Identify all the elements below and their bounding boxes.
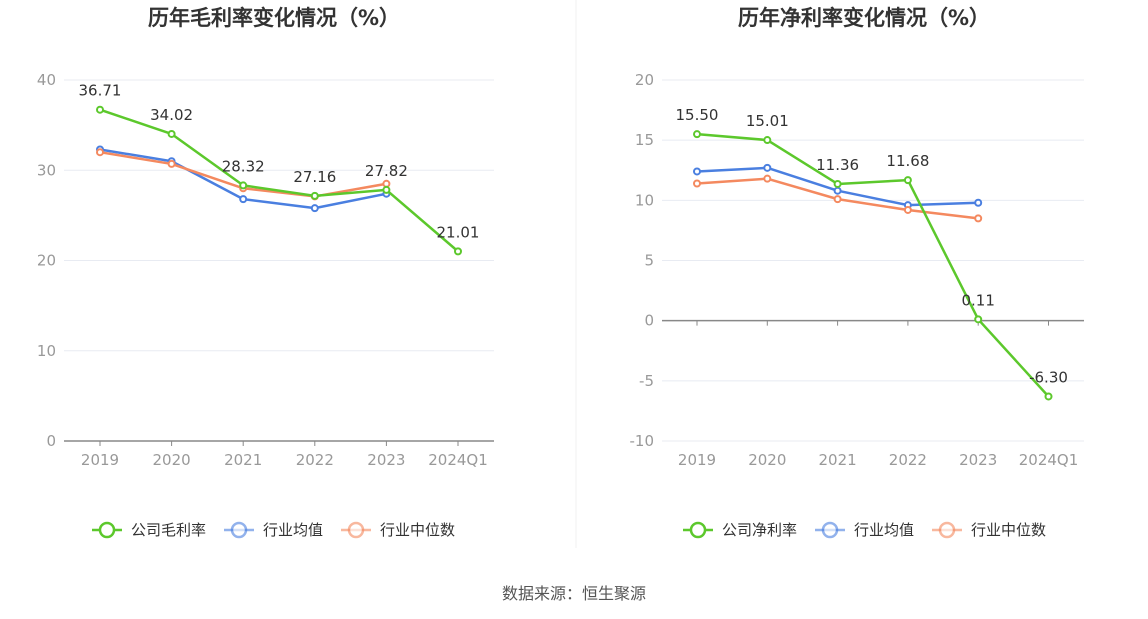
x-tick-label: 2020 bbox=[153, 451, 191, 469]
company-series-line bbox=[696, 132, 1050, 398]
industry-median-series-point bbox=[833, 195, 842, 204]
x-tick-label: 2020 bbox=[748, 451, 786, 469]
legend-label: 公司净利率 bbox=[722, 521, 797, 539]
legend-item: 行业中位数 bbox=[341, 521, 455, 539]
chart-net-margin: 历年净利率变化情况（%） -10 -5 0 5 10 15 20 2019 2020 2021 202… bbox=[630, 6, 1084, 539]
x-tick-label: 2019 bbox=[678, 451, 716, 469]
legend-item: 公司毛利率 bbox=[92, 521, 206, 539]
industry-average-series-point bbox=[974, 198, 983, 207]
x-tick-label: 2022 bbox=[889, 451, 927, 469]
legend-label: 行业均值 bbox=[263, 521, 323, 539]
company-series-point bbox=[974, 315, 983, 324]
company-series-point bbox=[903, 176, 912, 185]
industry-median-series-point bbox=[167, 159, 176, 168]
data-label: 27.82 bbox=[365, 162, 408, 180]
legend-item: 行业均值 bbox=[815, 521, 914, 539]
company-series-point bbox=[310, 191, 319, 200]
x-tick-label: 2019 bbox=[81, 451, 119, 469]
industry-median-series-point bbox=[903, 205, 912, 214]
data-label: 15.50 bbox=[676, 106, 719, 124]
x-tick-label: 2023 bbox=[367, 451, 405, 469]
x-tick-label: 2021 bbox=[224, 451, 262, 469]
data-label: 27.16 bbox=[293, 168, 336, 186]
x-tick-label: 2022 bbox=[296, 451, 334, 469]
legend-marker bbox=[689, 521, 707, 539]
industry-median-series-point bbox=[96, 148, 104, 157]
data-label: 28.32 bbox=[222, 157, 265, 175]
y-tick-label: 30 bbox=[37, 161, 56, 179]
y-tick-label: 15 bbox=[635, 131, 654, 149]
chart-gross-margin: 历年毛利率变化情况（%） 0 10 20 30 40 2019 2020 2021 2022 202… bbox=[37, 6, 494, 539]
legend-item: 行业均值 bbox=[224, 521, 323, 539]
y-tick-label: -5 bbox=[639, 372, 654, 390]
company-series-point bbox=[167, 129, 176, 138]
industry-average-series-point bbox=[239, 195, 248, 204]
chart-title: 历年毛利率变化情况（%） bbox=[148, 6, 400, 30]
company-series-point bbox=[833, 179, 842, 188]
y-tick-label: 10 bbox=[37, 342, 56, 360]
company-series-line bbox=[99, 108, 459, 253]
data-label: -6.30 bbox=[1029, 368, 1068, 386]
data-label: 15.01 bbox=[746, 112, 789, 130]
industry-median-series-point bbox=[382, 179, 391, 188]
y-tick-label: -10 bbox=[630, 432, 655, 450]
legend-marker bbox=[938, 521, 956, 539]
data-label: 36.71 bbox=[79, 82, 122, 100]
y-tick-label: 0 bbox=[644, 312, 654, 330]
legend-marker bbox=[230, 521, 248, 539]
legend-label: 行业中位数 bbox=[971, 521, 1046, 539]
legend-label: 公司毛利率 bbox=[131, 521, 206, 539]
chart-title: 历年净利率变化情况（%） bbox=[738, 6, 990, 30]
legend-marker bbox=[821, 521, 839, 539]
data-source: 数据来源：恒生聚源 bbox=[501, 584, 646, 603]
y-tick-label: 20 bbox=[37, 252, 56, 270]
industry-median-series-point bbox=[974, 214, 983, 223]
company-series-point bbox=[96, 105, 104, 114]
data-label: 0.11 bbox=[961, 291, 994, 309]
x-tick-label: 2023 bbox=[959, 451, 997, 469]
industry-median-series-point bbox=[763, 174, 772, 183]
legend-item: 公司净利率 bbox=[683, 521, 797, 539]
legend-marker bbox=[98, 521, 116, 539]
company-series-point bbox=[382, 185, 391, 194]
company-series-point bbox=[454, 247, 462, 256]
industry-average-series-point bbox=[693, 167, 701, 176]
x-tick-label: 2024Q1 bbox=[1019, 451, 1079, 469]
industry-average-series-point bbox=[833, 186, 842, 195]
company-series-point bbox=[693, 130, 701, 139]
x-tick-label: 2021 bbox=[819, 451, 857, 469]
y-tick-label: 10 bbox=[635, 191, 654, 209]
legend-item: 行业中位数 bbox=[932, 521, 1046, 539]
data-label: 34.02 bbox=[150, 106, 193, 124]
y-tick-label: 0 bbox=[46, 432, 56, 450]
legend-marker bbox=[347, 521, 365, 539]
company-series-point bbox=[1044, 392, 1053, 401]
industry-median-series-point bbox=[693, 179, 701, 188]
legend-label: 行业中位数 bbox=[380, 521, 455, 539]
company-series-point bbox=[239, 181, 248, 190]
data-label: 11.68 bbox=[886, 152, 929, 170]
y-tick-label: 40 bbox=[37, 71, 56, 89]
company-series-point bbox=[763, 136, 772, 145]
data-label: 11.36 bbox=[816, 156, 859, 174]
y-tick-label: 20 bbox=[635, 71, 654, 89]
legend-label: 行业均值 bbox=[854, 521, 914, 539]
x-tick-label: 2024Q1 bbox=[428, 451, 488, 469]
industry-average-series-point bbox=[310, 204, 319, 213]
y-tick-label: 5 bbox=[644, 252, 654, 270]
data-label: 21.01 bbox=[437, 223, 480, 241]
industry-average-series-point bbox=[763, 163, 772, 172]
